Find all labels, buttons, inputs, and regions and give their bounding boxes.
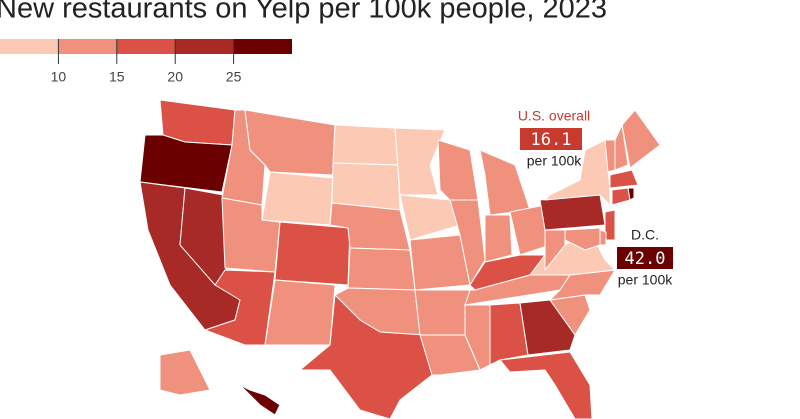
state [347, 247, 416, 291]
state [394, 127, 446, 196]
legend-tick-label: 10 [51, 69, 67, 85]
state [539, 194, 606, 231]
state [609, 169, 639, 189]
map-title: New restaurants on Yelp per 100k people,… [0, 0, 607, 25]
state [332, 124, 399, 166]
state [299, 294, 433, 419]
state [239, 384, 281, 416]
state [419, 334, 481, 376]
legend-tick-label: 15 [109, 69, 125, 85]
state [604, 209, 616, 241]
state [544, 139, 611, 206]
state [274, 221, 351, 286]
states [139, 99, 661, 419]
state [564, 227, 601, 251]
state [621, 109, 661, 169]
state [464, 304, 491, 371]
state [614, 124, 629, 171]
state [437, 139, 479, 201]
state [449, 199, 486, 286]
legend-tick-label: 20 [167, 69, 183, 85]
us-value: 16.1 [531, 130, 572, 150]
state [479, 149, 531, 216]
state [599, 229, 607, 246]
state [489, 302, 529, 366]
state [544, 229, 566, 271]
state [499, 351, 593, 419]
dc-unit: per 100k [618, 272, 673, 288]
dc-label: D.C. [631, 227, 659, 243]
legend-swatch [233, 39, 292, 54]
state [484, 214, 513, 263]
state [627, 187, 635, 201]
us-value-box [520, 128, 582, 150]
dc-value-box [617, 247, 673, 269]
state [264, 279, 336, 346]
dc-value: 42.0 [625, 249, 666, 269]
state [519, 299, 576, 356]
legend-swatch [116, 39, 176, 54]
state [409, 234, 471, 291]
us-label: U.S. overall [518, 108, 590, 124]
legend-swatch [0, 39, 59, 54]
legend-swatch [175, 39, 234, 54]
state [414, 289, 471, 336]
legend-tick-label: 25 [226, 69, 242, 85]
state [159, 349, 211, 396]
us-unit: per 100k [527, 153, 582, 169]
legend: 10 15 20 25 [0, 39, 292, 85]
legend-swatch [58, 39, 117, 54]
state [331, 162, 401, 211]
state [204, 269, 276, 346]
state [261, 171, 334, 226]
state [611, 187, 631, 206]
